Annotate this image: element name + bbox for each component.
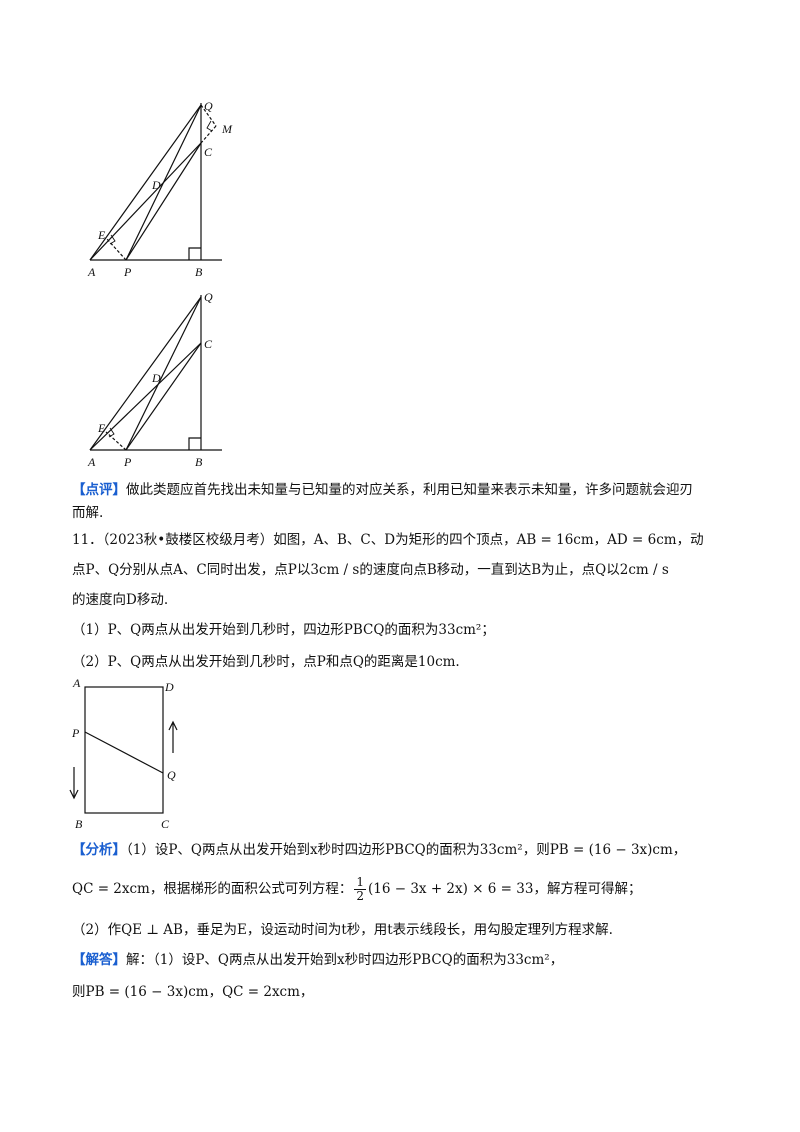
rectangle-figure: A D P Q B C [69,676,178,831]
fig2-right-angle-E [108,427,115,438]
rect-label-Q: Q [167,768,176,782]
fig1-label-M: M [221,122,233,136]
fig1-dashed-QM [200,104,217,127]
fig2-label-E: E [97,421,106,435]
analysis-text-1: （1）设P、Q两点从出发开始到x秒时四边形PBCQ的面积为33cm²，则PB =… [126,842,687,858]
fig1-right-angle-E [109,234,116,245]
figure-2: Q C D E A P B [87,290,222,469]
review-line-1: 【点评】做此类题应首先找出未知量与已知量的对应关系，利用已知量来表示未知量，许多… [72,480,693,500]
rect-label-D: D [164,680,174,694]
analysis-line-1: 【分析】（1）设P、Q两点从出发开始到x秒时四边形PBCQ的面积为33cm²，则… [72,840,686,860]
fig1-right-angle-M [206,120,213,132]
problem11-question-2: （2）P、Q两点从出发开始到几秒时，点P和点Q的距离是10cm. [72,654,460,670]
problem11-line-3: 的速度向D移动. [72,592,169,608]
fig2-dashed-PE [105,431,127,451]
arrow-down-head [69,789,79,800]
solution-line-1: 【解答】解：（1）设P、Q两点从出发开始到x秒时四边形PBCQ的面积为33cm²… [72,950,563,970]
fig2-label-Q: Q [204,290,213,304]
analysis-tag: 【分析】 [72,842,126,858]
fig2-label-B: B [195,455,203,469]
segment-PQ [84,731,164,774]
analysis-line-2: QC = 2xcm，根据梯形的面积公式可列方程： 1 2 (16 − 3x + 2x)… [72,876,641,903]
fig2-label-C: C [204,337,213,351]
review-line-2: 而解. [72,505,104,521]
solution-line-2: 则PB = (16 − 3x)cm，QC = 2xcm， [72,984,314,1000]
fig2-label-P: P [123,455,132,469]
fig1-right-angle-mark [188,247,201,260]
analysis-line-3: （2）作QE ⊥ AB，垂足为E，设运动时间为t秒，用t表示线段长，用勾股定理列… [72,922,613,938]
fig1-line-PQ [125,104,202,261]
analysis-text-2a: QC = 2xcm，根据梯形的面积公式可列方程： [72,881,353,897]
fig1-line-AQ [89,104,202,261]
fig2-label-A: A [87,455,96,469]
fig2-line-AC [89,342,202,451]
review-text-1: 做此类题应首先找出未知量与已知量的对应关系，利用已知量来表示未知量，许多问题就会… [126,482,693,498]
fig2-line-AQ [89,296,202,451]
solution-tag: 【解答】 [72,952,126,968]
review-tag: 【点评】 [72,482,126,498]
fig1-label-P: P [123,265,132,279]
fig1-label-E: E [97,228,106,242]
figure-1: Q M C D E A P B [87,99,233,279]
rect-label-A: A [72,676,81,690]
problem11-line-1: 11．（2023秋•鼓楼区校级月考）如图，A、B、C、D为矩形的四个顶点，AB … [72,532,704,548]
fig2-right-angle-mark [188,437,201,450]
rect-label-B: B [75,817,83,831]
fig1-label-B: B [195,265,203,279]
rect-label-C: C [161,817,170,831]
fig1-dashed-PE [106,238,127,261]
rectangle-ABCD [84,686,164,814]
problem11-question-1: （1）P、Q两点从出发开始到几秒时，四边形PBCQ的面积为33cm²； [72,622,495,638]
arrow-up-head [168,720,178,731]
solution-text-1: 解：（1）设P、Q两点从出发开始到x秒时四边形PBCQ的面积为33cm²， [126,952,564,968]
fig2-line-PQ [125,296,202,451]
analysis-text-2b: (16 − 3x + 2x) × 6 = 33，解方程可得解； [368,881,642,897]
fig1-label-D: D [151,178,161,192]
problem11-line-2: 点P、Q分别从点A、C同时出发，点P以3cm / s的速度向点B移动，一直到达B… [72,562,669,578]
fig1-line-AC [89,142,202,261]
fig2-line-PC [125,342,202,451]
fig1-dashed-MC [200,125,217,144]
fig1-label-C: C [204,145,213,159]
fraction-numerator: 1 [354,875,366,890]
rect-label-P: P [71,726,80,740]
fig1-label-Q: Q [204,99,213,113]
fig1-label-A: A [87,265,96,279]
fraction-denominator: 2 [356,889,364,903]
fig1-line-PC [125,142,202,261]
fig2-label-D: D [151,371,161,385]
